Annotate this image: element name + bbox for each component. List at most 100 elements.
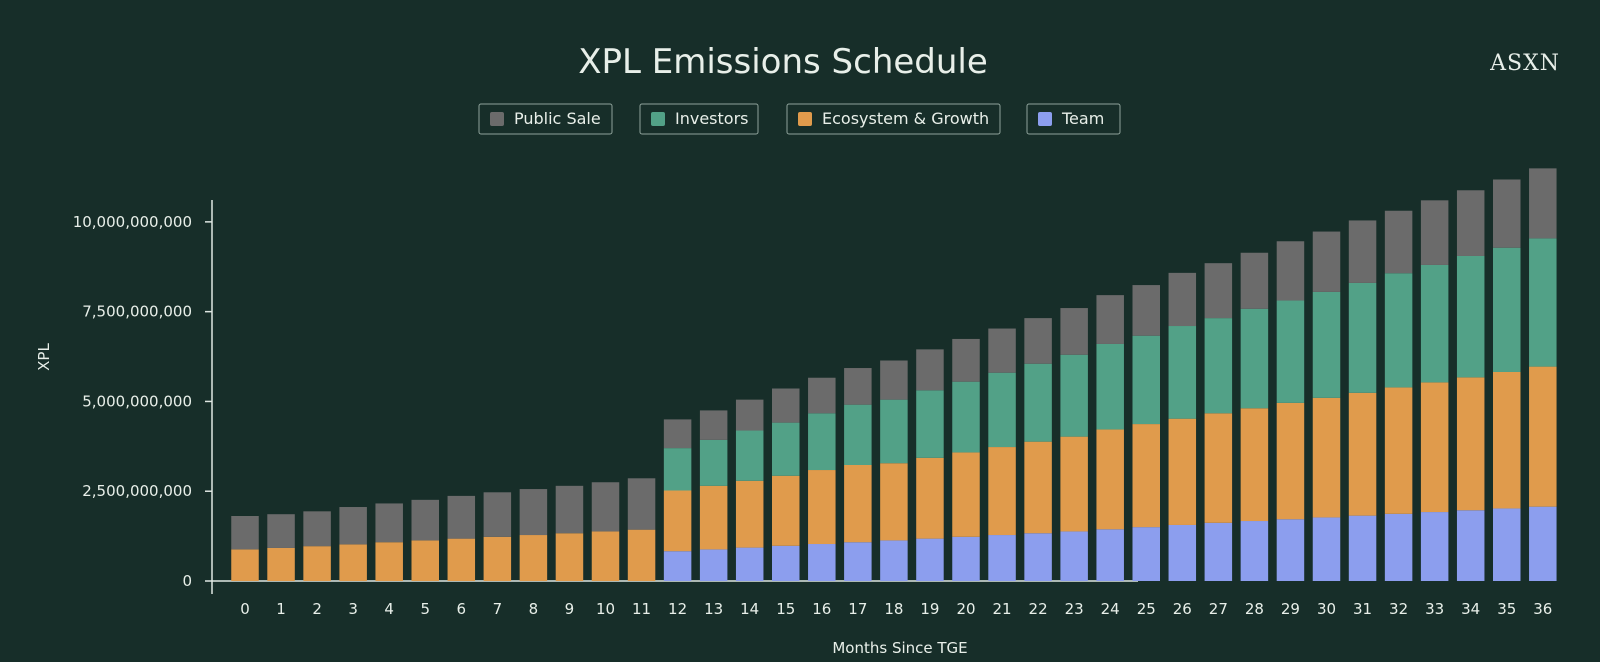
legend-label: Ecosystem & Growth — [822, 109, 989, 128]
y-axis-label: XPL — [35, 343, 53, 371]
legend-item[interactable]: Investors — [639, 103, 759, 135]
bar-segment — [375, 503, 403, 543]
bar-segment — [1060, 531, 1088, 581]
x-tick-label: 25 — [1137, 600, 1156, 618]
x-tick-label: 29 — [1281, 600, 1300, 618]
legend-swatch — [798, 112, 812, 126]
bar-segment — [1276, 241, 1305, 301]
bar-segment — [808, 377, 836, 414]
bar-segment — [1384, 513, 1413, 581]
x-tick-label: 1 — [276, 600, 286, 618]
bar-segment — [411, 499, 439, 541]
bar-segment — [267, 547, 295, 581]
chart-title: XPL Emissions Schedule — [578, 42, 988, 82]
bar-segment — [1096, 343, 1124, 430]
bar-segment — [988, 447, 1016, 536]
bar-segment — [1024, 533, 1052, 581]
bar-segment — [1276, 519, 1305, 581]
x-axis-label: Months Since TGE — [832, 639, 967, 657]
legend-item[interactable]: Ecosystem & Growth — [786, 103, 1001, 135]
x-tick-label: 27 — [1209, 600, 1228, 618]
bar-segment — [1456, 190, 1485, 256]
bar-segment — [591, 482, 620, 532]
bar-segment — [880, 360, 908, 400]
bar-segment — [699, 410, 728, 440]
bar-segment — [1420, 264, 1449, 383]
bar-segment — [1276, 300, 1305, 403]
bar-segment — [303, 511, 331, 547]
x-tick-label: 23 — [1065, 600, 1084, 618]
bar-segment — [1168, 524, 1197, 581]
bar-segment — [916, 349, 944, 391]
x-axis: 0 1 2 3 4 5 6 7 8 9 10 11 12 13 14 15 16 17 18 19 20 21 22 23 24… — [240, 600, 1552, 618]
x-tick-label: 35 — [1497, 600, 1516, 618]
bar-segment — [735, 430, 764, 481]
bar-segment — [339, 507, 367, 545]
legend-label: Investors — [675, 109, 748, 128]
bar-segment — [844, 404, 872, 466]
bar-segment — [411, 540, 439, 581]
bar-segment — [1132, 285, 1160, 336]
bar-segment — [1493, 508, 1521, 581]
x-tick-label: 17 — [848, 600, 867, 618]
legend-item[interactable]: Team — [1026, 103, 1121, 135]
bar-segment — [1204, 318, 1233, 414]
y-tick-label: 10,000,000,000 — [73, 213, 192, 231]
x-tick-label: 26 — [1173, 600, 1192, 618]
legend: Public Sale Investors Ecosystem & Growth Te… — [478, 103, 1121, 135]
x-tick-label: 22 — [1029, 600, 1048, 618]
y-tick-label: 2,500,000,000 — [82, 482, 192, 500]
bar-segment — [1060, 354, 1088, 437]
x-tick-label: 32 — [1389, 600, 1408, 618]
legend-label: Team — [1061, 109, 1104, 128]
bar-segment — [1204, 413, 1233, 523]
bar-segment — [916, 390, 944, 458]
bar-segment — [1420, 512, 1449, 581]
x-tick-label: 14 — [740, 600, 759, 618]
x-tick-label: 33 — [1425, 600, 1444, 618]
bar-segment — [663, 448, 692, 491]
x-tick-label: 13 — [704, 600, 723, 618]
bar-segment — [772, 475, 800, 546]
bar-segment — [735, 547, 764, 581]
x-tick-label: 15 — [776, 600, 795, 618]
bar-segment — [1493, 371, 1521, 509]
bar-segment — [772, 388, 800, 423]
bar-segment — [339, 544, 367, 581]
y-tick-label: 7,500,000,000 — [82, 303, 192, 321]
bar-segment — [1132, 335, 1160, 425]
bar-segment — [1529, 238, 1557, 367]
bar-segment — [1132, 424, 1160, 528]
bar-segment — [483, 536, 512, 581]
bar-segment — [1348, 220, 1377, 283]
bar-segment — [1420, 200, 1449, 265]
bar-segment — [1348, 515, 1377, 581]
legend-swatch — [1038, 112, 1052, 126]
bar-segment — [699, 485, 728, 550]
bar-segment — [1312, 291, 1341, 398]
bar-segment — [880, 463, 908, 541]
x-tick-label: 36 — [1533, 600, 1552, 618]
bar-segment — [1060, 436, 1088, 532]
bar-segment — [916, 457, 944, 539]
bar-segment — [1024, 363, 1052, 442]
bar-segment — [375, 542, 403, 581]
x-tick-label: 8 — [529, 600, 539, 618]
bar-segment — [1024, 441, 1052, 534]
legend-swatch — [490, 112, 504, 126]
bar-segment — [1240, 308, 1269, 409]
bar-segment — [1060, 308, 1088, 355]
legend-item-border — [639, 103, 759, 135]
bar-segment — [663, 551, 692, 581]
x-tick-label: 12 — [668, 600, 687, 618]
bar-segment — [591, 531, 620, 581]
bar-segment — [808, 544, 836, 581]
bar-segment — [952, 536, 980, 581]
bar-segment — [916, 538, 944, 581]
bar-segment — [735, 399, 764, 431]
legend-item[interactable]: Public Sale — [478, 103, 613, 135]
x-tick-label: 28 — [1245, 600, 1264, 618]
bar-segment — [1529, 366, 1557, 507]
